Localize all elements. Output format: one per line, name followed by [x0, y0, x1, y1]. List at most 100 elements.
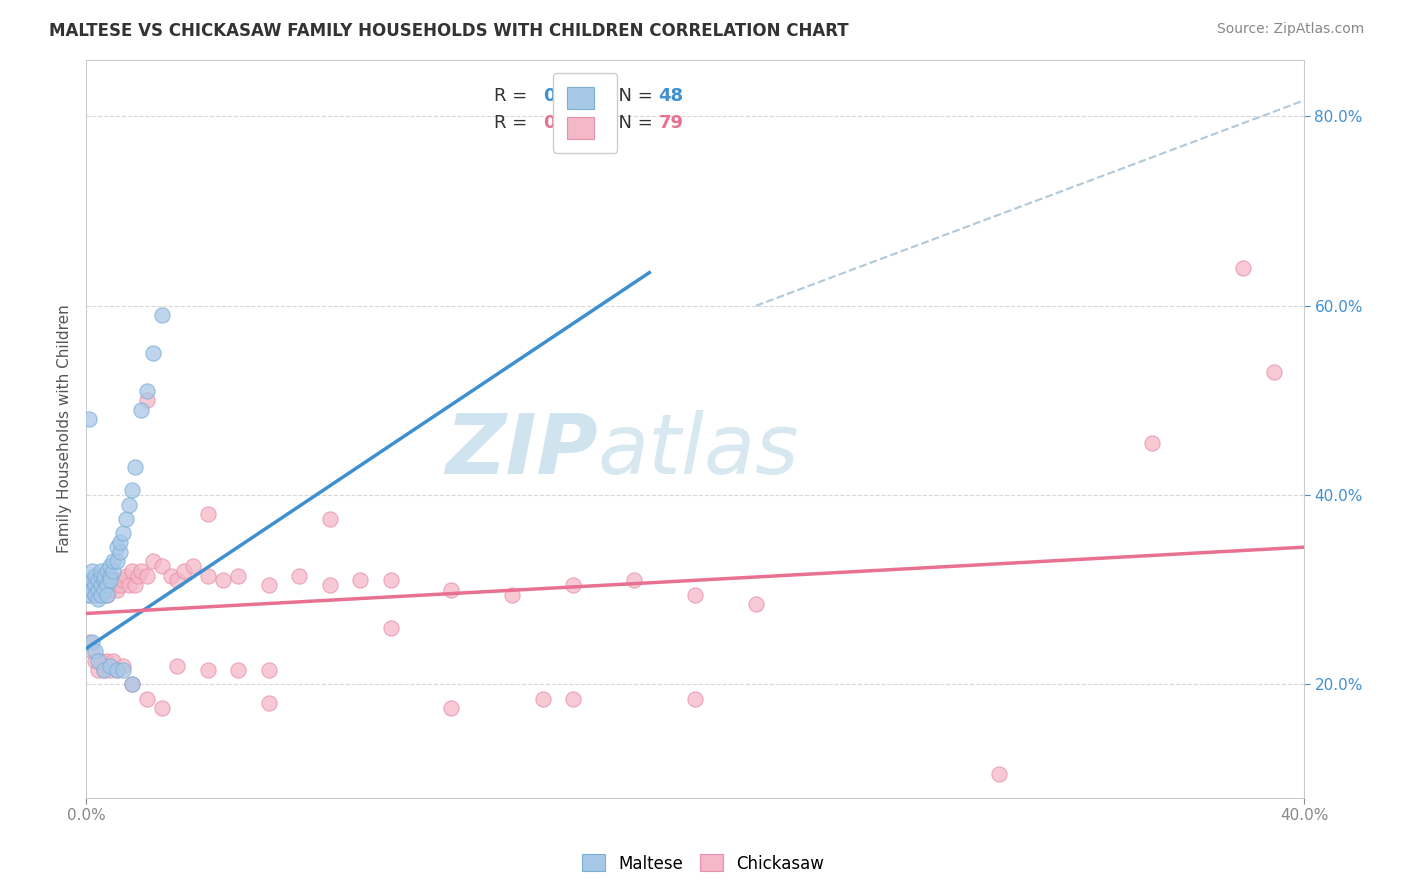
Text: MALTESE VS CHICKASAW FAMILY HOUSEHOLDS WITH CHILDREN CORRELATION CHART: MALTESE VS CHICKASAW FAMILY HOUSEHOLDS W…	[49, 22, 849, 40]
Point	[100, 582, 122, 597]
Point	[1263, 365, 1285, 379]
Point	[226, 663, 249, 677]
Text: N =: N =	[607, 87, 659, 104]
Point	[142, 346, 165, 360]
Point	[77, 587, 100, 601]
Point	[127, 568, 149, 582]
Point	[257, 663, 280, 677]
Text: N =: N =	[607, 114, 659, 132]
Text: atlas: atlas	[598, 410, 799, 491]
Point	[114, 568, 136, 582]
Point	[84, 578, 107, 592]
Point	[142, 554, 165, 568]
Point	[623, 574, 645, 588]
Point	[100, 568, 122, 582]
Point	[82, 574, 104, 588]
Point	[111, 574, 134, 588]
Point	[111, 663, 134, 677]
Point	[118, 578, 141, 592]
Point	[87, 574, 110, 588]
Point	[90, 578, 112, 592]
Text: R =: R =	[494, 87, 533, 104]
Point	[105, 663, 128, 677]
Point	[82, 574, 104, 588]
Point	[93, 582, 115, 597]
Point	[197, 568, 219, 582]
Point	[440, 582, 463, 597]
Point	[84, 654, 107, 668]
Point	[105, 663, 128, 677]
Text: Source: ZipAtlas.com: Source: ZipAtlas.com	[1216, 22, 1364, 37]
Point	[93, 574, 115, 588]
Point	[82, 582, 104, 597]
Point	[562, 578, 585, 592]
Text: ZIP: ZIP	[444, 410, 598, 491]
Legend: Maltese, Chickasaw: Maltese, Chickasaw	[575, 847, 831, 880]
Text: 48: 48	[658, 87, 683, 104]
Point	[988, 767, 1011, 781]
Y-axis label: Family Households with Children: Family Households with Children	[58, 304, 72, 553]
Point	[105, 554, 128, 568]
Point	[288, 568, 311, 582]
Point	[173, 564, 195, 578]
Point	[93, 582, 115, 597]
Point	[105, 582, 128, 597]
Point	[90, 654, 112, 668]
Point	[226, 568, 249, 582]
Point	[100, 663, 122, 677]
Point	[150, 559, 173, 574]
Point	[96, 587, 118, 601]
Point	[440, 701, 463, 715]
Point	[181, 559, 204, 574]
Point	[87, 582, 110, 597]
Point	[87, 574, 110, 588]
Point	[96, 578, 118, 592]
Point	[121, 564, 143, 578]
Point	[160, 568, 183, 582]
Point	[105, 574, 128, 588]
Point	[531, 691, 554, 706]
Point	[77, 578, 100, 592]
Point	[100, 574, 122, 588]
Point	[124, 578, 146, 592]
Point	[84, 578, 107, 592]
Point	[683, 691, 706, 706]
Point	[96, 564, 118, 578]
Point	[90, 587, 112, 601]
Point	[93, 663, 115, 677]
Point	[121, 677, 143, 691]
Point	[111, 526, 134, 541]
Point	[318, 512, 340, 526]
Point	[257, 578, 280, 592]
Point	[136, 384, 159, 398]
Point	[93, 568, 115, 582]
Point	[93, 663, 115, 677]
Point	[562, 691, 585, 706]
Point	[100, 574, 122, 588]
Point	[103, 578, 125, 592]
Point	[257, 697, 280, 711]
Point	[82, 635, 104, 649]
Point	[103, 554, 125, 568]
Point	[197, 507, 219, 521]
Legend: , : ,	[554, 73, 617, 153]
Point	[683, 587, 706, 601]
Point	[166, 658, 188, 673]
Point	[1140, 436, 1163, 450]
Point	[103, 564, 125, 578]
Point	[197, 663, 219, 677]
Text: 0.555: 0.555	[543, 87, 599, 104]
Point	[105, 540, 128, 554]
Point	[77, 635, 100, 649]
Point	[150, 701, 173, 715]
Point	[118, 498, 141, 512]
Point	[90, 568, 112, 582]
Point	[349, 574, 371, 588]
Point	[77, 587, 100, 601]
Point	[111, 658, 134, 673]
Point	[121, 677, 143, 691]
Point	[84, 587, 107, 601]
Point	[84, 568, 107, 582]
Point	[84, 644, 107, 658]
Point	[121, 483, 143, 498]
